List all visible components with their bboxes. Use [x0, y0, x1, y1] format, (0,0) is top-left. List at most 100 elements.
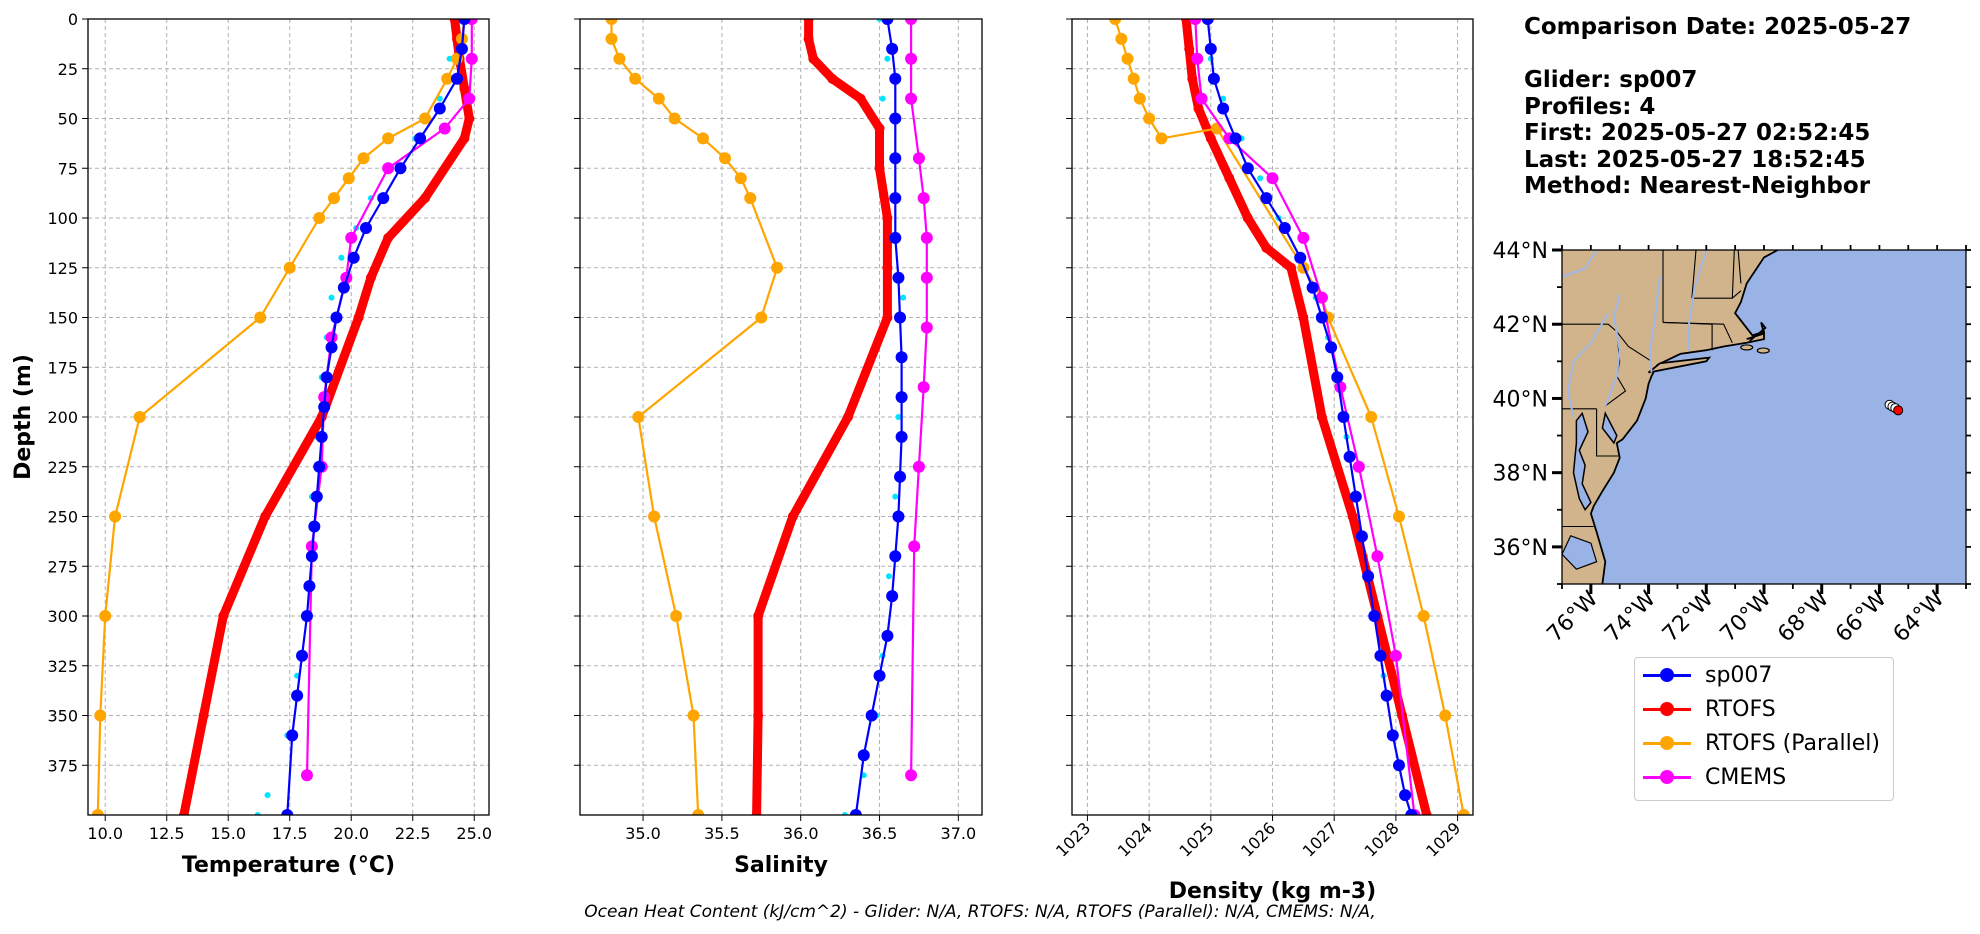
x-tick-label: 1028 — [1360, 818, 1402, 860]
data-point — [1241, 162, 1254, 175]
y-tick-label: 175 — [47, 358, 78, 377]
legend-item-rtofs: RTOFS — [1643, 692, 1776, 726]
data-point — [178, 810, 189, 815]
data-point — [464, 113, 475, 124]
data-point — [908, 540, 921, 553]
data-point — [670, 610, 683, 622]
data-point — [260, 511, 271, 522]
data-point — [1457, 809, 1470, 815]
x-tick-label: 20.0 — [333, 824, 369, 843]
data-point — [849, 809, 862, 815]
data-point — [1193, 103, 1204, 114]
data-point — [1266, 172, 1279, 185]
long-island — [1648, 356, 1712, 374]
data-point — [357, 152, 370, 165]
lon-tick-label: 70°W — [1716, 586, 1777, 647]
series-line-cmems — [909, 19, 928, 776]
data-point — [316, 412, 327, 422]
data-point — [383, 232, 394, 243]
chesapeake-bay — [1572, 411, 1592, 512]
x-tick-label: 1025 — [1175, 818, 1217, 860]
data-point — [882, 213, 893, 223]
data-point — [254, 812, 261, 815]
y-tick-label: 25 — [58, 60, 78, 79]
y-tick-label: 0 — [68, 10, 78, 29]
data-point — [876, 19, 883, 22]
data-point — [1349, 490, 1362, 503]
data-point — [254, 311, 267, 324]
data-point — [300, 769, 313, 782]
legend-label: RTOFS (Parallel) — [1705, 730, 1880, 756]
y-tick-label: 200 — [47, 408, 78, 427]
x-tick-label: 37.0 — [941, 824, 977, 843]
data-point — [1191, 52, 1204, 65]
data-point — [900, 294, 907, 301]
data-point — [1306, 281, 1319, 294]
data-point — [1224, 173, 1235, 184]
glider-position-marker — [1893, 405, 1904, 416]
x-tick-label: 36.0 — [783, 824, 819, 843]
data-point — [315, 430, 328, 443]
data-point — [879, 95, 886, 102]
cape-cod — [1746, 321, 1767, 342]
series-group — [605, 19, 933, 815]
y-tick-label: 250 — [47, 508, 78, 527]
data-point — [465, 52, 478, 65]
data-point — [438, 122, 451, 135]
data-point — [1217, 102, 1230, 115]
data-point — [841, 812, 848, 815]
data-point — [692, 809, 705, 815]
data-point — [882, 262, 893, 273]
data-point — [632, 411, 645, 423]
data-point — [1371, 550, 1384, 563]
info-block: Comparison Date: 2025-05-27 Glider: sp00… — [1524, 14, 1911, 200]
lat-tick-label: 44°N — [1493, 239, 1548, 264]
data-point — [420, 193, 431, 204]
data-point — [291, 689, 304, 702]
data-point — [687, 709, 700, 722]
data-point — [905, 52, 918, 65]
data-point — [1421, 810, 1432, 815]
data-point — [1184, 43, 1195, 54]
river — [1562, 436, 1563, 440]
data-point — [281, 809, 294, 815]
data-point — [920, 231, 933, 244]
y-tick-label: 225 — [47, 458, 78, 477]
data-point — [353, 312, 364, 323]
data-point — [296, 649, 309, 662]
data-point — [1127, 72, 1140, 85]
data-point — [886, 590, 899, 603]
data-point — [394, 162, 407, 175]
x-tick-label: 10.0 — [87, 824, 123, 843]
state-border — [1662, 321, 1733, 344]
legend-label: CMEMS — [1705, 764, 1787, 790]
data-point — [1365, 411, 1378, 423]
data-point — [1294, 251, 1307, 264]
legend-item-rtofs-parallel: RTOFS (Parallel) — [1643, 726, 1880, 760]
data-point — [755, 311, 768, 324]
data-point — [1352, 460, 1365, 473]
y-tick-label: 275 — [47, 557, 78, 576]
data-point — [459, 133, 470, 144]
data-point — [283, 261, 296, 274]
data-point — [1121, 52, 1134, 65]
data-point — [303, 580, 316, 593]
lat-tick-label: 42°N — [1493, 313, 1548, 338]
data-point — [359, 221, 372, 234]
data-point — [652, 92, 665, 105]
legend-label: RTOFS — [1705, 696, 1776, 722]
data-point — [920, 321, 933, 334]
data-point — [1315, 311, 1328, 324]
data-point — [892, 493, 899, 500]
data-point — [419, 112, 432, 125]
legend-item-sp007: sp007 — [1643, 658, 1772, 692]
data-point — [446, 55, 453, 62]
data-point — [436, 95, 443, 102]
data-point — [459, 83, 470, 94]
data-point — [629, 72, 642, 85]
x-tick-label: 35.5 — [704, 824, 740, 843]
data-point — [905, 92, 918, 105]
data-point — [892, 510, 905, 523]
data-point — [365, 272, 376, 283]
x-tick-label: 25.0 — [456, 824, 492, 843]
